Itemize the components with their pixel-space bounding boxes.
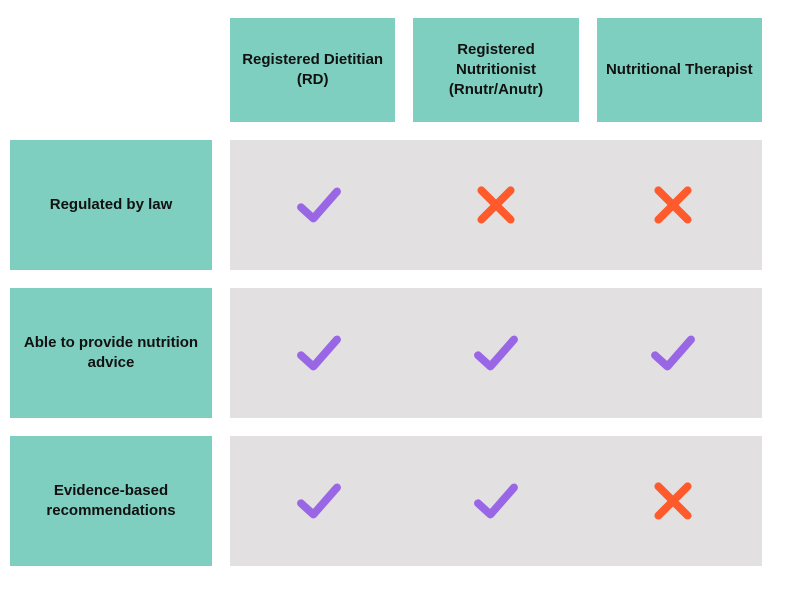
table-cell: [585, 140, 762, 270]
table-cell: [230, 288, 407, 418]
row-header: Able to provide nutrition advice: [10, 288, 212, 418]
table-corner: [10, 18, 212, 122]
column-header: Registered Nutritionist (Rnutr/Anutr): [413, 18, 578, 122]
cross-icon: [646, 474, 700, 528]
row-header-label: Evidence-based recommendations: [20, 481, 202, 522]
check-icon: [469, 326, 523, 380]
table-cell: [585, 288, 762, 418]
check-icon: [292, 326, 346, 380]
check-icon: [292, 474, 346, 528]
row-header-label: Able to provide nutrition advice: [20, 333, 202, 374]
column-header: Registered Dietitian (RD): [230, 18, 395, 122]
table-cell: [407, 436, 584, 566]
check-icon: [292, 178, 346, 232]
table-row: [230, 140, 762, 270]
table-cell: [230, 140, 407, 270]
table-cell: [407, 288, 584, 418]
check-icon: [469, 474, 523, 528]
column-header-label: Nutritional Therapist: [606, 60, 753, 80]
comparison-table: Registered Dietitian (RD) Registered Nut…: [0, 0, 790, 584]
column-header-label: Registered Nutritionist (Rnutr/Anutr): [421, 40, 570, 101]
cross-icon: [646, 178, 700, 232]
row-header: Regulated by law: [10, 140, 212, 270]
table-cell: [407, 140, 584, 270]
table-row: [230, 436, 762, 566]
row-header: Evidence-based recommendations: [10, 436, 212, 566]
cross-icon: [469, 178, 523, 232]
table-cell: [585, 436, 762, 566]
column-header: Nutritional Therapist: [597, 18, 762, 122]
table-row: [230, 288, 762, 418]
row-header-label: Regulated by law: [50, 195, 173, 215]
column-header-label: Registered Dietitian (RD): [238, 50, 387, 91]
table-cell: [230, 436, 407, 566]
check-icon: [646, 326, 700, 380]
